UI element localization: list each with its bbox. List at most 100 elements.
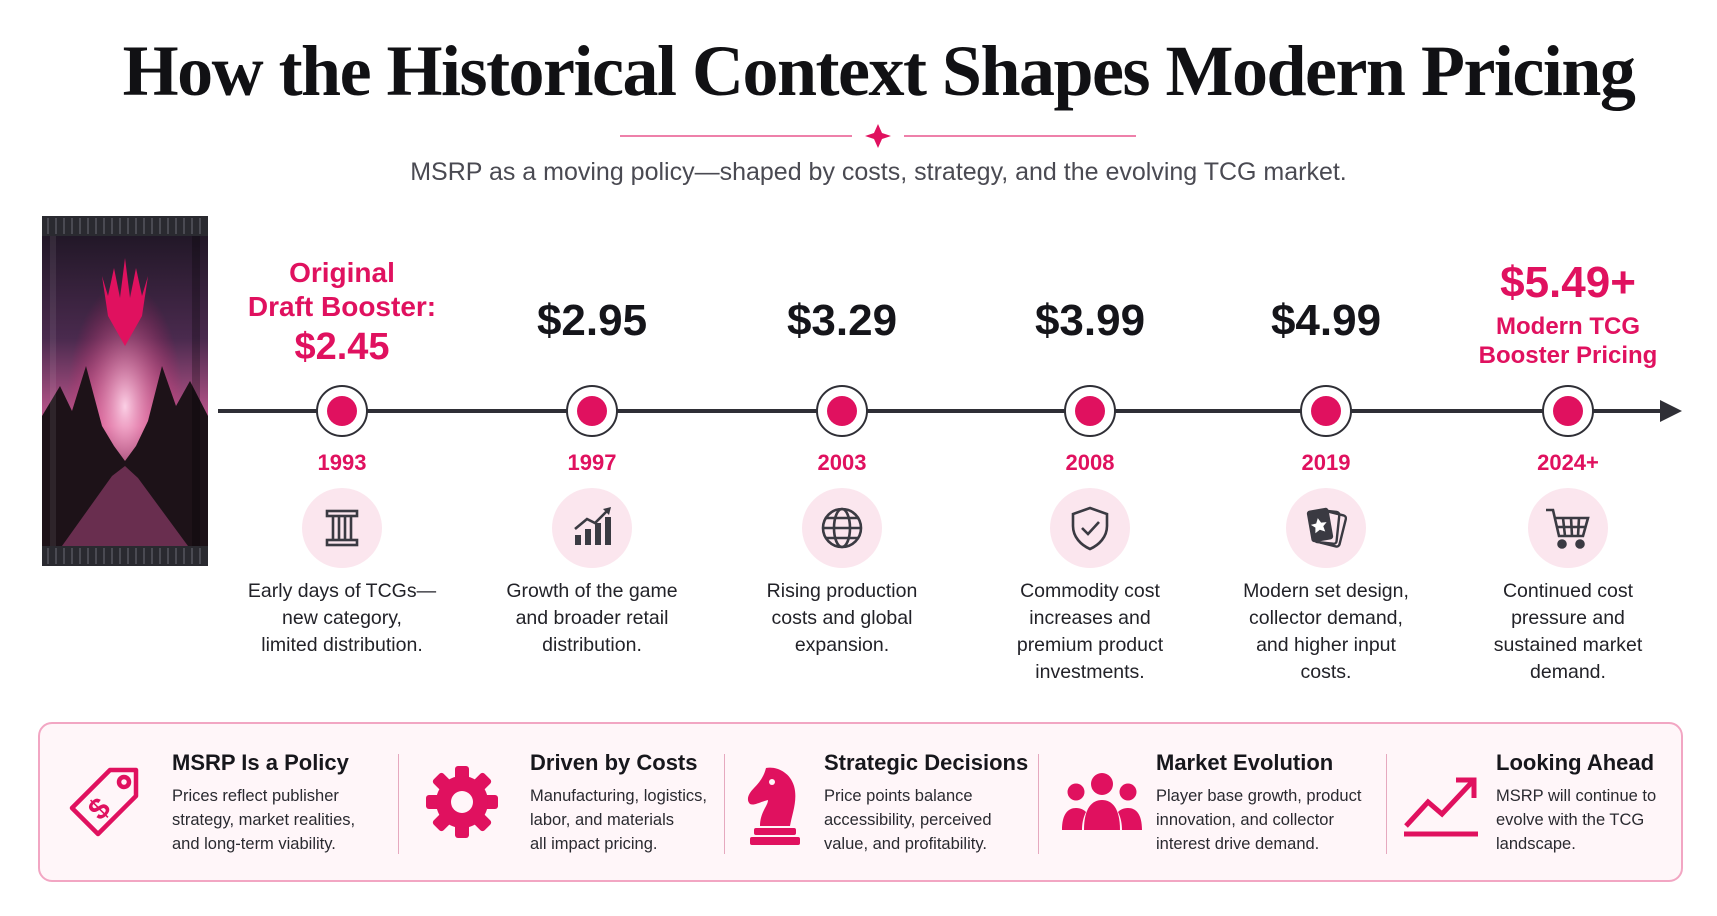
stage-year: 2008: [1065, 450, 1115, 475]
summary-line: evolve with the TCG: [1496, 811, 1645, 829]
timeline-node: [816, 385, 868, 437]
stage-icon-badge: [802, 488, 882, 568]
stage-price: $4.99: [1270, 296, 1382, 345]
pillar-icon: [325, 509, 359, 547]
people-group-icon: [1062, 773, 1142, 830]
summary-title: Market Evolution: [1156, 750, 1334, 775]
summary-item-outlook: Looking Ahead MSRP will continue to evol…: [1402, 724, 1682, 884]
stage-price: $3.99: [1034, 296, 1146, 345]
summary-title: Looking Ahead: [1496, 750, 1655, 775]
desc-line: distribution.: [542, 634, 642, 656]
timeline-arrowhead: [1660, 400, 1682, 422]
stage-description: Modern set design, collector demand, and…: [1216, 578, 1436, 686]
timeline-node: [566, 385, 618, 437]
timeline-node: [1542, 385, 1594, 437]
desc-line: investments.: [1035, 661, 1145, 683]
sparkle-icon: [865, 124, 891, 148]
desc-line: Growth of the game: [506, 580, 678, 602]
stage-description: Commodity cost increases and premium pro…: [980, 578, 1200, 686]
summary-text: Player base growth, product innovation, …: [1156, 784, 1386, 856]
timeline-node: [1300, 385, 1352, 437]
panel-divider: [398, 754, 399, 854]
summary-line: interest drive demand.: [1156, 835, 1320, 853]
desc-line: premium product: [1016, 634, 1164, 656]
shopping-cart-icon: [1546, 508, 1590, 549]
stage-description: Continued cost pressure and sustained ma…: [1458, 578, 1678, 686]
summary-line: labor, and materials: [530, 811, 674, 829]
stage-description: Rising production costs and global expan…: [732, 578, 952, 659]
summary-item-market: Market Evolution Player base growth, pro…: [1056, 724, 1386, 884]
desc-line: costs.: [1300, 661, 1352, 683]
price-tag-icon: $: [69, 767, 139, 837]
stage-label-line: Original: [289, 257, 395, 288]
stage-price: $2.95: [536, 296, 648, 345]
desc-line: demand.: [1530, 661, 1606, 683]
booster-pack-image: [42, 216, 208, 566]
timeline-node: [316, 385, 368, 437]
desc-line: costs and global: [771, 607, 913, 629]
desc-line: limited distribution.: [261, 634, 423, 656]
summary-text: Manufacturing, logistics, labor, and mat…: [530, 784, 740, 856]
summary-title: Strategic Decisions: [824, 750, 1029, 775]
desc-line: Modern set design,: [1243, 580, 1409, 602]
timeline-node: [1064, 385, 1116, 437]
summary-text: Prices reflect publisher strategy, marke…: [172, 784, 382, 856]
summary-line: accessibility, perceived: [824, 811, 992, 829]
page-subtitle: MSRP as a moving policy—shaped by costs,…: [410, 158, 1347, 186]
stage-year: 2003: [817, 450, 867, 475]
desc-line: Early days of TCGs—: [247, 580, 437, 602]
summary-line: innovation, and collector: [1156, 811, 1334, 829]
stage-price: $2.45: [294, 326, 390, 368]
desc-line: and broader retail: [515, 607, 669, 629]
summary-line: and long-term viability.: [172, 835, 336, 853]
panel-divider: [1038, 754, 1039, 854]
stage-label: Original Draft Booster:: [232, 256, 452, 324]
summary-line: landscape.: [1496, 835, 1576, 853]
summary-text: MSRP will continue to evolve with the TC…: [1496, 784, 1676, 856]
summary-line: Player base growth, product: [1156, 787, 1362, 805]
summary-line: strategy, market realities,: [172, 811, 356, 829]
shield-check-icon: [1071, 506, 1109, 551]
summary-line: all impact pricing.: [530, 835, 658, 853]
summary-line: value, and profitability.: [824, 835, 987, 853]
title-divider: [620, 124, 1136, 148]
summary-title: MSRP Is a Policy: [172, 750, 349, 775]
desc-line: Commodity cost: [1020, 580, 1160, 602]
summary-item-costs: Driven by Costs Manufacturing, logistics…: [416, 724, 746, 884]
stage-icon-badge: [1286, 488, 1366, 568]
stage-price: $5.49+: [1500, 258, 1636, 307]
summary-line: Prices reflect publisher: [172, 787, 339, 805]
desc-line: increases and: [1029, 607, 1151, 629]
desc-line: new category,: [282, 607, 402, 629]
desc-line: Continued cost: [1502, 580, 1634, 602]
desc-line: expansion.: [794, 634, 890, 656]
stage-price: $3.29: [786, 296, 898, 345]
summary-line: Manufacturing, logistics,: [530, 787, 707, 805]
trend-up-icon: [1404, 777, 1478, 837]
summary-line: Price points balance: [824, 787, 973, 805]
desc-line: sustained market: [1493, 634, 1643, 656]
stage-description: Growth of the game and broader retail di…: [482, 578, 702, 659]
desc-line: Rising production: [766, 580, 918, 602]
gear-icon: [426, 766, 498, 838]
chess-knight-icon: [747, 767, 800, 845]
stage-year: 2019: [1301, 450, 1351, 475]
summary-panel: $ MSRP Is a Policy Prices reflect publis…: [38, 722, 1683, 882]
summary-item-policy: $ MSRP Is a Policy Prices reflect publis…: [54, 724, 384, 884]
stage-year: 1997: [567, 450, 617, 475]
summary-text: Price points balance accessibility, perc…: [824, 784, 1034, 856]
card-stack-icon: [1306, 507, 1348, 548]
stage-label: Modern TCG Booster Pricing: [1458, 312, 1678, 370]
stage-icon-badge: [1050, 488, 1130, 568]
stage-year: 1993: [317, 450, 367, 475]
panel-divider: [724, 754, 725, 854]
stage-icon-badge: [552, 488, 632, 568]
growth-chart-icon: [574, 507, 611, 545]
desc-line: and higher input: [1256, 634, 1396, 656]
stage-icon-badge: [1528, 488, 1608, 568]
stage-icon-badge: [302, 488, 382, 568]
globe-icon: [821, 507, 863, 549]
stage-year: 2024+: [1537, 450, 1599, 475]
stage-description: Early days of TCGs— new category, limite…: [232, 578, 452, 659]
summary-item-strategy: Strategic Decisions Price points balance…: [740, 724, 1070, 884]
